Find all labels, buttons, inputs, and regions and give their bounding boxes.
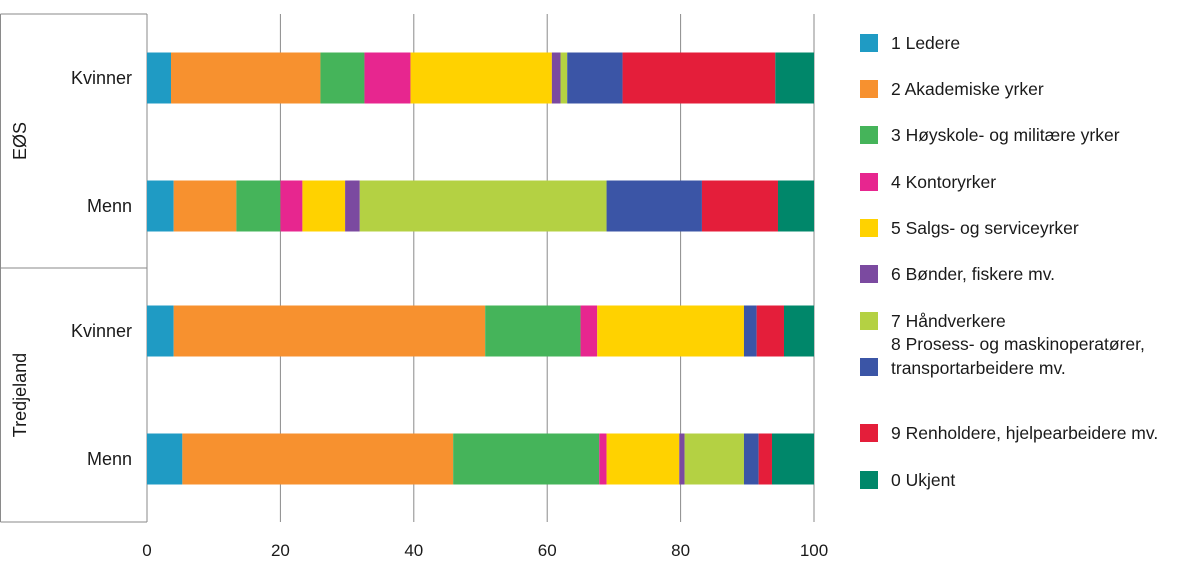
legend-label: 9 Renholdere, hjelpearbeidere mv. [891, 423, 1158, 443]
bar-segment [567, 52, 623, 104]
bar-segment [777, 180, 814, 232]
bar-segment [147, 305, 174, 357]
category-labels: Kvinner Menn Kvinner Menn [71, 68, 132, 469]
legend-label: 7 Håndverkere [891, 311, 1006, 331]
legend-swatch [860, 34, 878, 52]
x-tick-label: 0 [142, 541, 151, 560]
bar-segment [606, 180, 702, 232]
bar-segment [147, 433, 183, 485]
legend-swatch [860, 471, 878, 489]
bar-segment [551, 52, 561, 104]
group-label-box: EØS Tredjeland [0, 13, 147, 523]
category-label: Kvinner [71, 321, 132, 341]
x-tick-label: 40 [404, 541, 423, 560]
legend-swatch [860, 219, 878, 237]
bar-segment [345, 180, 360, 232]
legend-label: 0 Ukjent [891, 470, 955, 490]
bar-segment [302, 180, 346, 232]
legend-label: 2 Akademiske yrker [891, 79, 1044, 99]
bar-segment [599, 433, 607, 485]
bar-segment [359, 180, 607, 232]
bar-segment [606, 433, 680, 485]
legend: 1 Ledere 2 Akademiske yrker 3 Høyskole- og… [860, 33, 1158, 490]
bar-segment [701, 180, 778, 232]
legend-swatch [860, 265, 878, 283]
bar-segment [756, 305, 784, 357]
bar-segment [485, 305, 581, 357]
legend-label: 4 Kontoryrker [891, 172, 996, 192]
x-axis-tick-labels: 0 20 40 60 80 100 [142, 541, 828, 560]
bar-segment [453, 433, 600, 485]
bar-segment [580, 305, 598, 357]
category-label: Menn [87, 196, 132, 216]
bar-segment [171, 52, 321, 104]
bar-segment [783, 305, 814, 357]
bar-segment [147, 52, 172, 104]
bar-segment [758, 433, 772, 485]
bar-segment [743, 433, 759, 485]
x-tick-label: 60 [538, 541, 557, 560]
bar-segment [410, 52, 552, 104]
bar-segment [173, 180, 237, 232]
bar-segment [280, 180, 303, 232]
bar-segment [236, 180, 281, 232]
bars [147, 52, 814, 485]
bar-segment [560, 52, 568, 104]
legend-swatch [860, 424, 878, 442]
legend-label: 8 Prosess- og maskinoperatører, transport… [891, 334, 1145, 378]
legend-swatch [860, 312, 878, 330]
legend-swatch [860, 126, 878, 144]
bar-segment [622, 52, 776, 104]
legend-label: 5 Salgs- og serviceyrker [891, 218, 1079, 238]
bar-segment [320, 52, 365, 104]
category-label: Kvinner [71, 68, 132, 88]
group-label: Tredjeland [10, 353, 30, 437]
bar-segment [743, 305, 757, 357]
legend-label: 1 Ledere [891, 33, 960, 53]
bar-segment [597, 305, 744, 357]
legend-swatch [860, 358, 878, 376]
x-tick-label: 80 [671, 541, 690, 560]
legend-label: 3 Høyskole- og militære yrker [891, 125, 1120, 145]
bar-segment [182, 433, 454, 485]
group-label: EØS [10, 122, 30, 160]
bar-segment [684, 433, 744, 485]
legend-swatch [860, 173, 878, 191]
legend-label: 6 Bønder, fiskere mv. [891, 264, 1055, 284]
bar-segment [771, 433, 814, 485]
bar-segment [173, 305, 486, 357]
x-tick-label: 100 [800, 541, 828, 560]
category-label: Menn [87, 449, 132, 469]
bar-segment [364, 52, 411, 104]
legend-swatch [860, 80, 878, 98]
bar-segment [147, 180, 174, 232]
bar-segment [775, 52, 814, 104]
bar-segment [679, 433, 685, 485]
x-tick-label: 20 [271, 541, 290, 560]
